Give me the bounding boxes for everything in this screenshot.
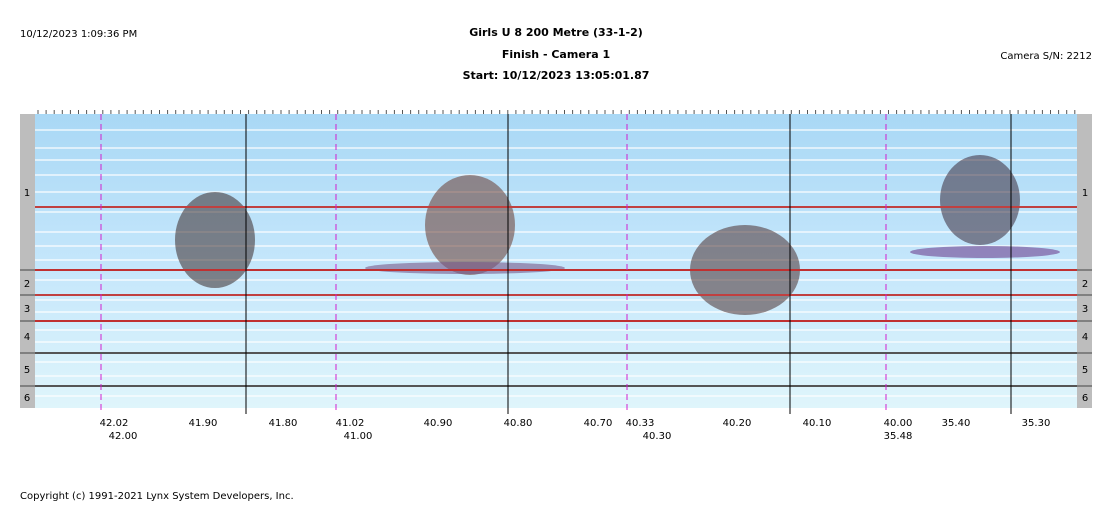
time-label: 42.02 (100, 418, 129, 429)
lane-label: 6 (1082, 393, 1088, 404)
time-label: 41.02 (336, 418, 365, 429)
lane-label: 4 (1082, 332, 1088, 343)
time-label: 40.20 (723, 418, 752, 429)
time-label: 40.33 (626, 418, 655, 429)
runner (425, 175, 515, 275)
lane-label: 1 (1082, 188, 1088, 199)
time-label: 40.30 (643, 431, 672, 442)
time-label: 35.48 (884, 431, 913, 442)
runner (940, 155, 1020, 245)
start-time: Start: 10/12/2023 13:05:01.87 (463, 69, 650, 82)
lane-label: 5 (24, 365, 30, 376)
lane-label: 5 (1082, 365, 1088, 376)
time-label: 42.00 (109, 431, 138, 442)
lane-label: 1 (24, 188, 30, 199)
time-label: 41.80 (269, 418, 298, 429)
runners (175, 155, 1060, 315)
lane-label: 3 (24, 304, 30, 315)
lane-label: 4 (24, 332, 30, 343)
overlay: 1 1 2 2 3 3 4 4 5 5 6 6 42.02 42.00 41.90 41.80 41.02 41.… (20, 110, 1092, 442)
datetime: 10/12/2023 1:09:36 PM (20, 29, 137, 40)
camera-sn: Camera S/N: 2212 (1000, 51, 1092, 62)
time-label: 40.80 (504, 418, 533, 429)
runner (175, 192, 255, 288)
time-label: 40.10 (803, 418, 832, 429)
copyright: Copyright (c) 1991-2021 Lynx System Deve… (20, 491, 294, 502)
lane-label: 2 (24, 279, 30, 290)
time-label: 41.00 (344, 431, 373, 442)
time-label: 40.00 (884, 418, 913, 429)
time-label: 35.30 (1022, 418, 1051, 429)
title: Girls U 8 200 Metre (33-1-2) (469, 26, 643, 39)
time-label: 35.40 (942, 418, 971, 429)
time-label: 40.70 (584, 418, 613, 429)
shadow (910, 246, 1060, 258)
time-label: 41.90 (189, 418, 218, 429)
lane-label: 6 (24, 393, 30, 404)
shadow (365, 262, 565, 274)
subtitle: Finish - Camera 1 (502, 48, 610, 61)
lane-label: 3 (1082, 304, 1088, 315)
lane-label: 2 (1082, 279, 1088, 290)
time-label: 40.90 (424, 418, 453, 429)
